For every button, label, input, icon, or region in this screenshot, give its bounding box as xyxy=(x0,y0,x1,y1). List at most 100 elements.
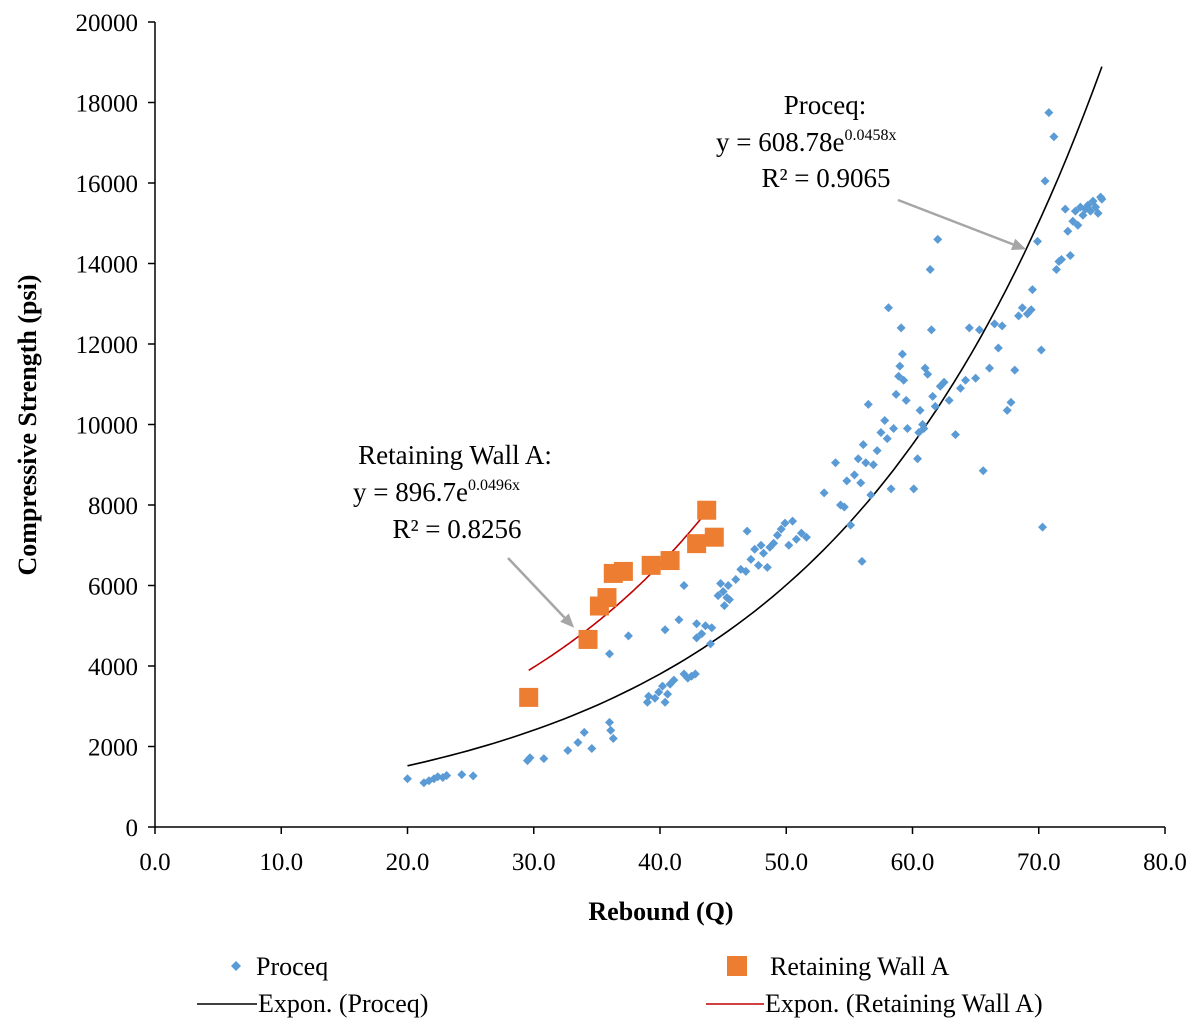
proceq-point xyxy=(872,446,882,456)
proceq-point xyxy=(1044,108,1054,118)
proceq-point xyxy=(891,389,901,399)
proceq-point xyxy=(719,601,729,611)
retaining-wall-a-point xyxy=(687,534,707,554)
retaining-wall-a-point xyxy=(660,551,680,571)
proceq-point xyxy=(1065,250,1075,260)
proceq-point xyxy=(759,548,769,558)
proceq-point xyxy=(706,639,715,649)
y-tick-label: 18000 xyxy=(76,91,139,118)
trendline-proceq xyxy=(407,66,1103,767)
legend-item-expon-retaining-wall-a: Expon. (Retaining Wall A) xyxy=(706,989,1043,1018)
x-tick-label: 70.0 xyxy=(1017,849,1061,876)
proceq-point xyxy=(741,566,751,576)
proceq-point xyxy=(663,689,673,699)
annotation-wall-exponent: 0.0496x xyxy=(468,477,520,494)
annotation-proceq: Proceq: y = 608.78e0.0458x R² = 0.9065 xyxy=(716,90,896,193)
proceq-point xyxy=(925,265,935,275)
proceq-point xyxy=(623,631,633,641)
proceq-point xyxy=(1068,216,1078,226)
proceq-point xyxy=(731,574,741,584)
proceq-point xyxy=(913,454,923,464)
proceq-point xyxy=(955,383,965,393)
proceq-point xyxy=(930,401,940,411)
annotation-proceq-equation-base: y = 608.78e xyxy=(716,127,844,157)
legend-item-proceq: Proceq xyxy=(231,952,328,981)
series-proceq xyxy=(403,108,1107,788)
proceq-point xyxy=(713,591,723,601)
annotation-wall-equation-base: y = 896.7e xyxy=(353,477,468,507)
x-tick-label: 30.0 xyxy=(512,849,556,876)
proceq-point xyxy=(971,373,981,383)
proceq-point xyxy=(1026,305,1036,315)
proceq-point xyxy=(1051,265,1061,275)
proceq-point xyxy=(1032,236,1042,246)
annotation-proceq-r2: R² = 0.9065 xyxy=(761,163,890,193)
series-retaining-wall-a xyxy=(519,500,724,707)
proceq-point xyxy=(868,460,878,470)
proceq-point xyxy=(605,717,614,727)
proceq-point xyxy=(605,649,614,659)
x-tick-label: 0.0 xyxy=(139,849,170,876)
proceq-point xyxy=(1006,397,1016,407)
proceq-point xyxy=(660,697,670,707)
proceq-point xyxy=(674,615,684,625)
proceq-point xyxy=(525,753,535,763)
proceq-point xyxy=(796,528,806,538)
retaining-wall-a-point xyxy=(597,588,617,608)
y-tick-label: 2000 xyxy=(88,735,138,762)
proceq-point xyxy=(896,323,906,333)
proceq-point xyxy=(563,746,573,756)
proceq-point xyxy=(769,538,779,548)
trendline-retaining-wall-a xyxy=(528,501,715,671)
proceq-point xyxy=(993,343,1003,353)
proceq-point xyxy=(692,619,702,629)
proceq-point xyxy=(1027,285,1037,295)
proceq-point xyxy=(897,349,907,359)
proceq-point xyxy=(950,430,960,440)
proceq-point xyxy=(468,771,478,781)
proceq-point xyxy=(819,488,829,498)
proceq-point xyxy=(886,484,896,494)
proceq-point xyxy=(939,377,949,387)
trendlines xyxy=(407,66,1103,767)
annotation-arrow-head xyxy=(1010,238,1027,250)
proceq-point xyxy=(964,323,974,333)
proceq-point xyxy=(650,693,660,703)
legend-marker-square xyxy=(727,956,747,976)
proceq-point xyxy=(750,544,760,554)
y-tick-label: 8000 xyxy=(88,493,138,520)
retaining-wall-a-point xyxy=(697,500,717,520)
proceq-point xyxy=(985,363,995,373)
proceq-point xyxy=(901,395,911,405)
legend-label-retaining-wall-a: Retaining Wall A xyxy=(770,952,950,981)
proceq-point xyxy=(830,458,840,468)
proceq-point xyxy=(1063,226,1073,236)
proceq-point xyxy=(944,395,954,405)
proceq-point xyxy=(457,770,467,780)
proceq-point xyxy=(858,440,868,450)
x-ticks: 0.0 10.0 20.0 30.0 40.0 50.0 60.0 70.0 80.0 xyxy=(139,827,1187,876)
x-tick-label: 20.0 xyxy=(386,849,430,876)
y-axis-title: Compressive Strength (psi) xyxy=(13,275,42,576)
axes xyxy=(154,22,1165,828)
proceq-point xyxy=(1040,176,1050,186)
proceq-point xyxy=(1070,206,1080,216)
proceq-point xyxy=(642,697,652,707)
proceq-point xyxy=(788,516,798,526)
proceq-point xyxy=(933,234,943,244)
proceq-point xyxy=(573,737,583,747)
proceq-point xyxy=(608,733,618,743)
x-tick-label: 50.0 xyxy=(764,849,808,876)
proceq-point xyxy=(784,540,794,550)
proceq-point xyxy=(1086,206,1096,216)
proceq-point xyxy=(866,490,876,500)
annotation-arrow-line xyxy=(507,557,566,619)
retaining-wall-a-point xyxy=(578,629,598,649)
proceq-point xyxy=(724,595,734,605)
proceq-point xyxy=(718,587,728,597)
proceq-point xyxy=(716,578,726,588)
proceq-point xyxy=(742,526,752,536)
proceq-point xyxy=(1010,365,1020,375)
proceq-point xyxy=(753,560,763,570)
proceq-point xyxy=(899,375,909,385)
